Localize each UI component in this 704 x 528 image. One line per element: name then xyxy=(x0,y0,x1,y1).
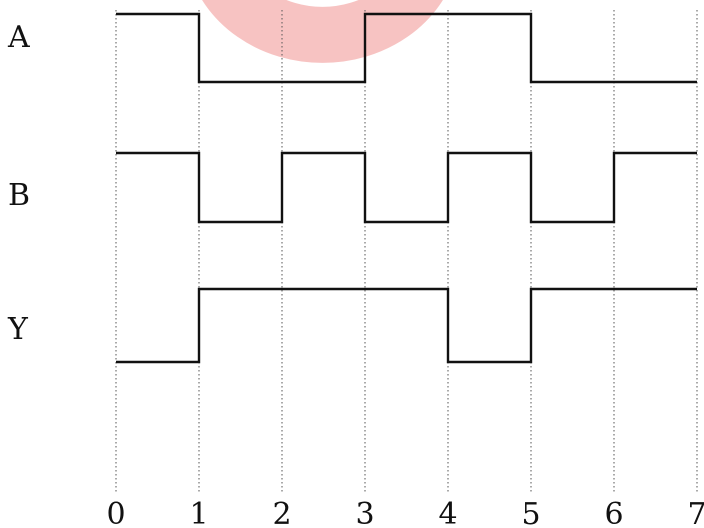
waveform-b xyxy=(116,151,697,224)
time-tick-6: 6 xyxy=(604,497,623,528)
signal-labels: A B Y xyxy=(7,20,30,347)
time-tick-4: 4 xyxy=(438,497,457,528)
waveform-y xyxy=(116,287,697,364)
time-gridlines xyxy=(115,10,698,492)
watermark-arc xyxy=(202,0,443,63)
time-tick-2: 2 xyxy=(272,497,291,528)
time-tick-3: 3 xyxy=(355,497,374,528)
time-tick-5: 5 xyxy=(521,497,540,528)
signal-label-b: B xyxy=(8,178,30,213)
waveforms xyxy=(116,12,697,364)
time-tick-1: 1 xyxy=(189,497,208,528)
time-axis-labels: 0 1 2 3 4 5 6 7 xyxy=(106,497,704,528)
waveform-a xyxy=(116,12,697,84)
signal-label-y: Y xyxy=(7,312,29,347)
signal-label-a: A xyxy=(7,20,30,55)
time-tick-7: 7 xyxy=(687,497,704,528)
time-tick-0: 0 xyxy=(106,497,125,528)
